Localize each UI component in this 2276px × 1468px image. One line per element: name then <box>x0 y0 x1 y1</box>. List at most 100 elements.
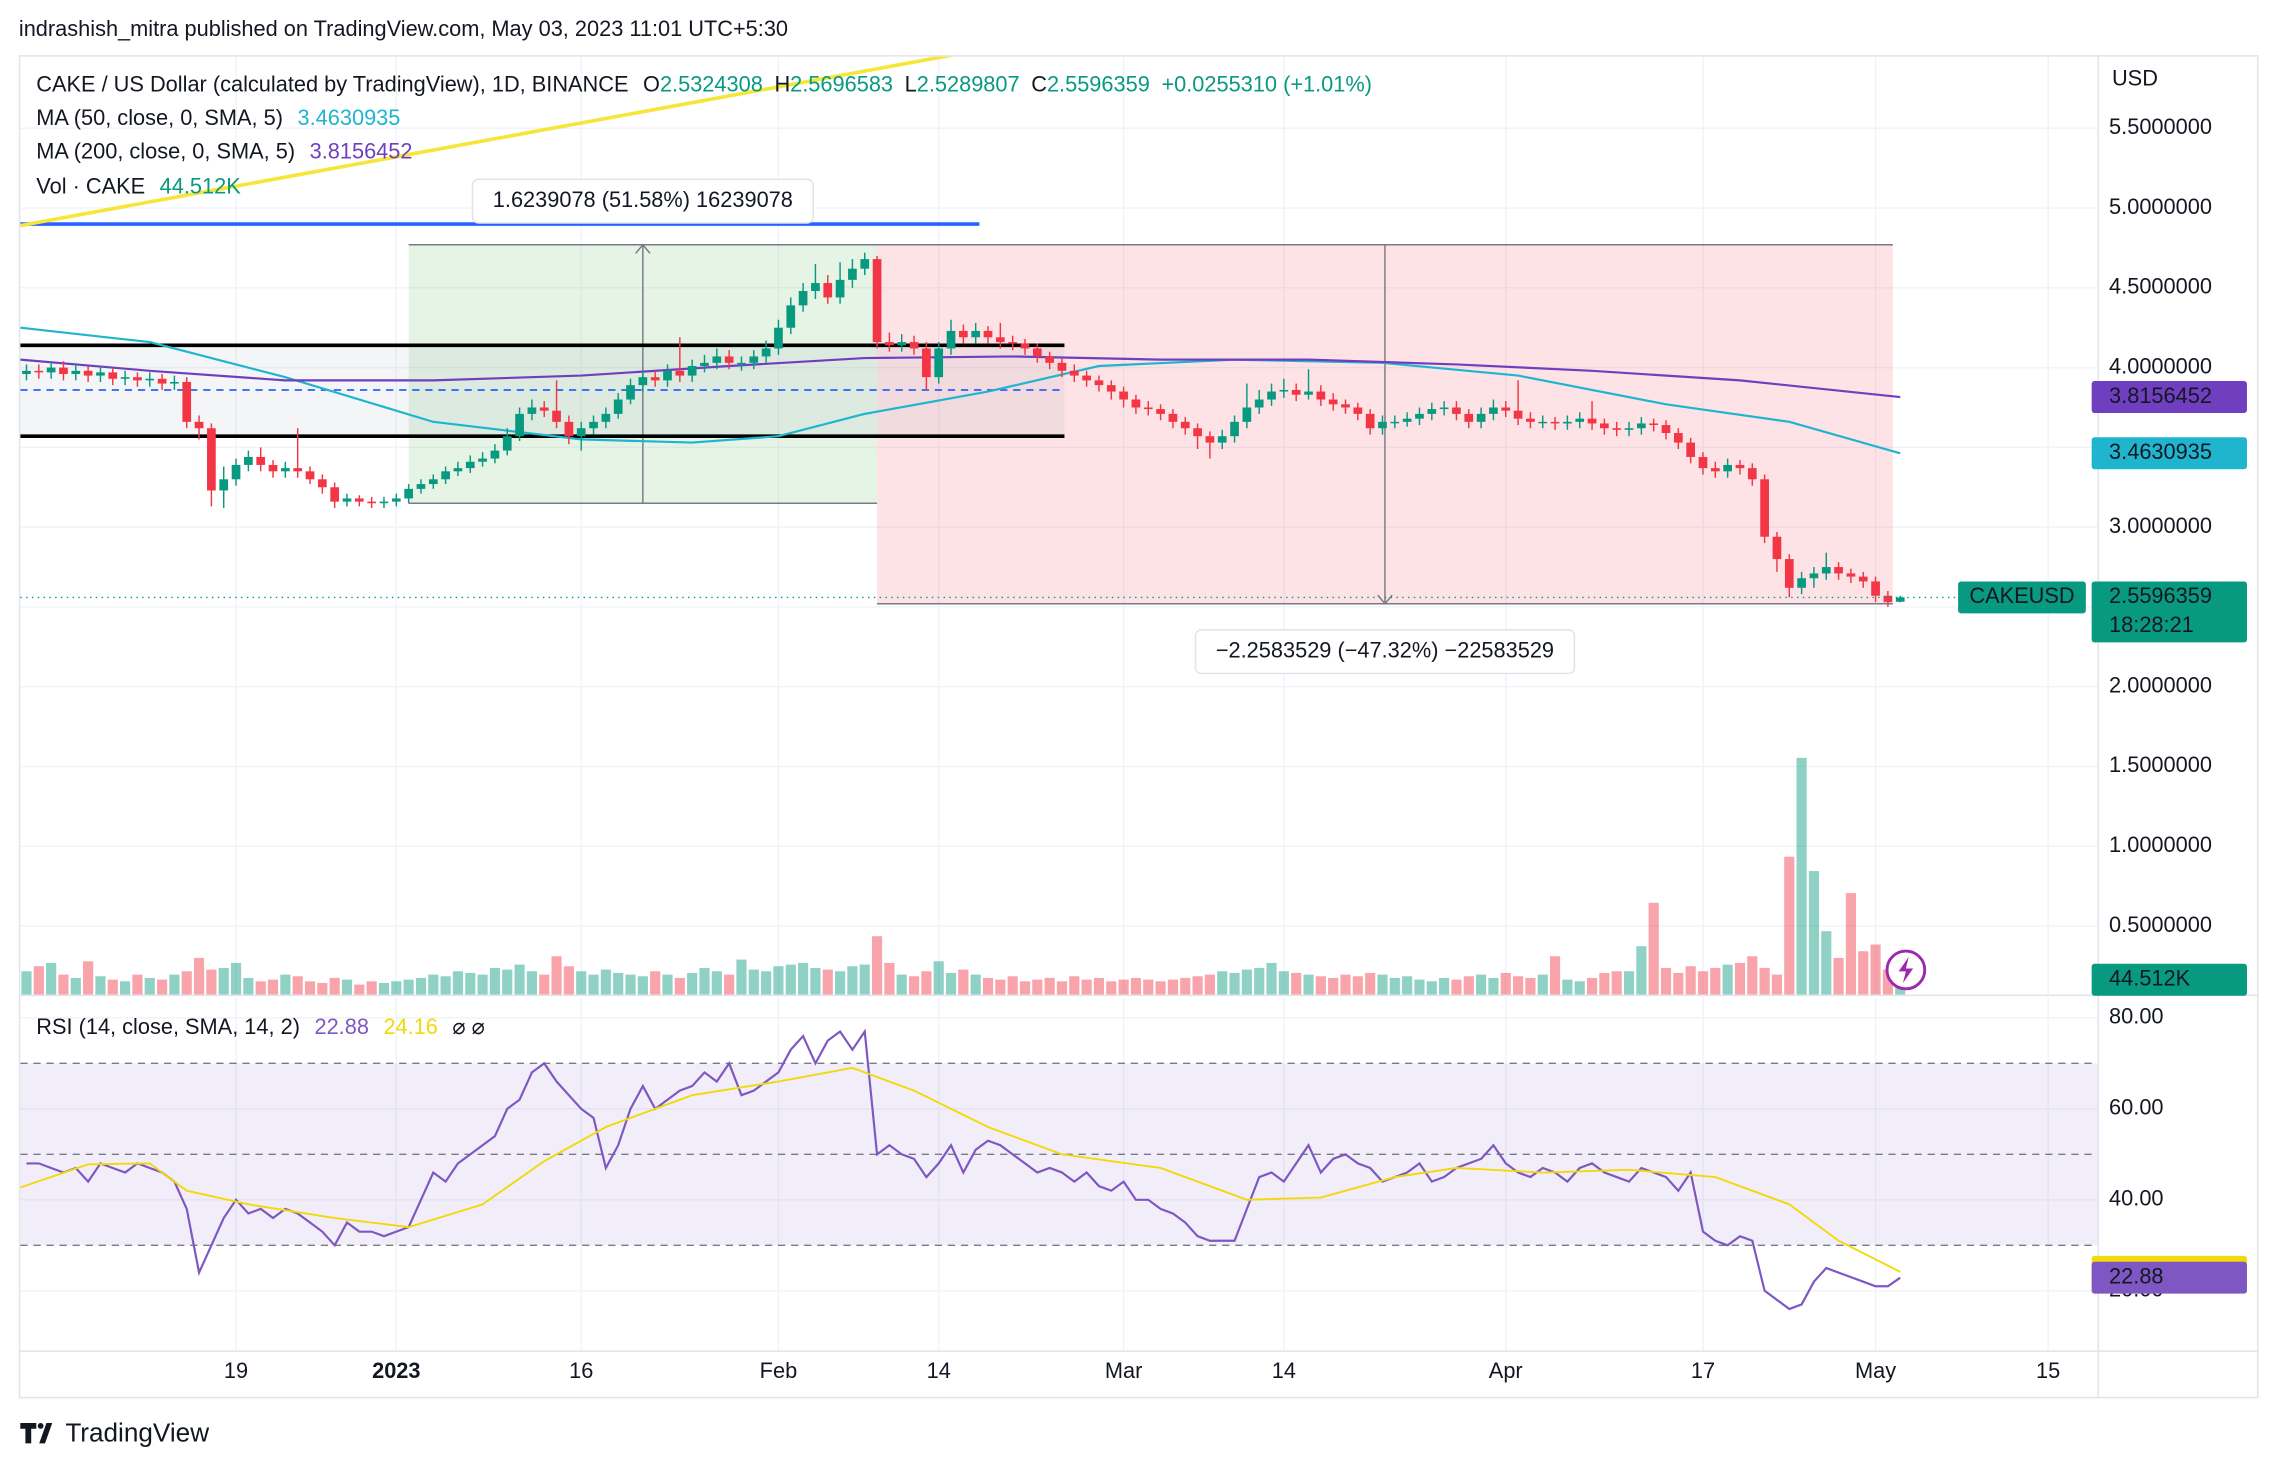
volume-bar <box>921 971 932 995</box>
candle-body <box>1563 421 1572 424</box>
volume-bar <box>489 967 501 995</box>
candle-body <box>1476 413 1486 422</box>
candle-body <box>749 356 759 363</box>
volume-bar <box>33 966 44 995</box>
legend-row: RSI (14, close, SMA, 14, 2) 22.88 24.16 ⌀ ⌀ <box>36 1014 484 1039</box>
ma-price-tag-bg <box>2091 437 2247 470</box>
legend-text: L <box>905 71 917 96</box>
legend-row: MA (50, close, 0, SMA, 5) 3.4630935 <box>36 105 400 130</box>
candle-body <box>1895 597 1905 602</box>
rsi-pane <box>20 1028 2098 1311</box>
volume-bar <box>650 971 661 995</box>
candle-body <box>1550 421 1560 424</box>
candle-body <box>1341 404 1350 408</box>
volume-bar <box>144 977 155 995</box>
candle-body <box>133 377 142 381</box>
volume-bar <box>391 981 402 995</box>
chart-frame <box>18 55 2259 1399</box>
ma-price-tag-text: 3.8156452 <box>2109 383 2212 408</box>
x-tick-label: 14 <box>1272 1358 1296 1383</box>
volume-bar <box>452 971 464 995</box>
candle-body <box>1316 391 1326 400</box>
volume-bar <box>58 974 69 995</box>
volume-bar <box>1623 971 1635 995</box>
volume-bar <box>1303 974 1314 995</box>
measure-label: −2.2583529 (−47.32%) −22583529 <box>1194 629 1576 675</box>
candle-body <box>1279 389 1289 392</box>
volume-bar <box>1747 956 1758 995</box>
volume-bar <box>1858 951 1869 995</box>
candle-body <box>71 370 81 374</box>
candle-body <box>1587 418 1597 424</box>
candle-body <box>909 342 919 349</box>
candle-body <box>108 372 118 379</box>
candle-body <box>626 385 635 400</box>
candle-body <box>712 356 722 363</box>
candle-body <box>194 421 204 429</box>
volume-bar <box>933 961 944 995</box>
volume-bar <box>21 971 32 995</box>
candle-body <box>1069 370 1079 376</box>
volume-bar <box>1266 962 1277 995</box>
volume-bar <box>1032 979 1043 995</box>
volume-tag: 44.512K <box>2091 963 2247 996</box>
candle-body <box>293 468 303 472</box>
volume-bar <box>477 974 488 995</box>
candle-body <box>342 498 352 502</box>
x-tick-label: 2023 <box>372 1358 420 1383</box>
x-tick-label: 17 <box>1691 1358 1715 1383</box>
ma-price-tag-text: 3.4630935 <box>2109 439 2212 464</box>
legend-text: ⌀ ⌀ <box>452 1014 484 1039</box>
volume-bar <box>637 976 648 995</box>
legend-text: 2.5696583 <box>790 71 893 96</box>
rsi-sma-line <box>20 1066 1901 1273</box>
volume-bar <box>1734 962 1746 995</box>
volume-bar <box>132 974 143 995</box>
ma-price-tag-bg <box>2091 381 2247 413</box>
volume-bar <box>1426 981 1437 995</box>
volume-bar <box>169 974 180 995</box>
legend-text: 3.4630935 <box>298 105 401 130</box>
candle-body <box>1193 428 1202 437</box>
candle-body <box>46 367 56 373</box>
candle-body <box>268 464 278 472</box>
candle-body <box>157 378 167 384</box>
y-tick-label: 1.0000000 <box>2109 832 2212 857</box>
candle-body <box>1242 407 1252 422</box>
y-tick-label: 3.0000000 <box>2109 513 2212 538</box>
candle-body <box>1698 456 1708 469</box>
volume-bar <box>1106 981 1117 995</box>
ma-line <box>20 326 1901 455</box>
candle-body <box>700 362 709 367</box>
candle-body <box>1686 442 1696 457</box>
candle-body <box>1575 418 1585 422</box>
candle-body <box>1883 595 1893 603</box>
volume-bar <box>1636 946 1647 995</box>
volume-bar <box>1697 971 1709 995</box>
candle-body <box>601 413 611 422</box>
volume-bar <box>822 969 833 995</box>
alert-icon-bolt <box>1898 956 1914 984</box>
candle-body <box>465 461 475 469</box>
volume-bar <box>1759 967 1770 995</box>
volume-bar <box>1439 977 1450 995</box>
volume-bar <box>1414 979 1425 995</box>
candle-body <box>1809 573 1819 579</box>
candle-body <box>1673 433 1683 443</box>
rsi-line <box>26 1028 1901 1311</box>
x-tick-label: 14 <box>927 1358 951 1383</box>
x-tick-label: May <box>1855 1358 1896 1383</box>
symbol-tag-bg <box>1958 581 2086 614</box>
volume-bar <box>785 964 796 995</box>
volume-bar <box>366 981 377 995</box>
volume-bar <box>1660 967 1672 995</box>
volume-bar <box>1167 979 1178 995</box>
volume-bar <box>1882 969 1893 995</box>
volume-bar <box>1710 967 1721 995</box>
candle-body <box>1230 421 1239 437</box>
volume-bar <box>1180 977 1191 995</box>
candle-body <box>1328 399 1338 405</box>
volume-bar <box>267 979 279 995</box>
volume-bar <box>847 966 858 995</box>
